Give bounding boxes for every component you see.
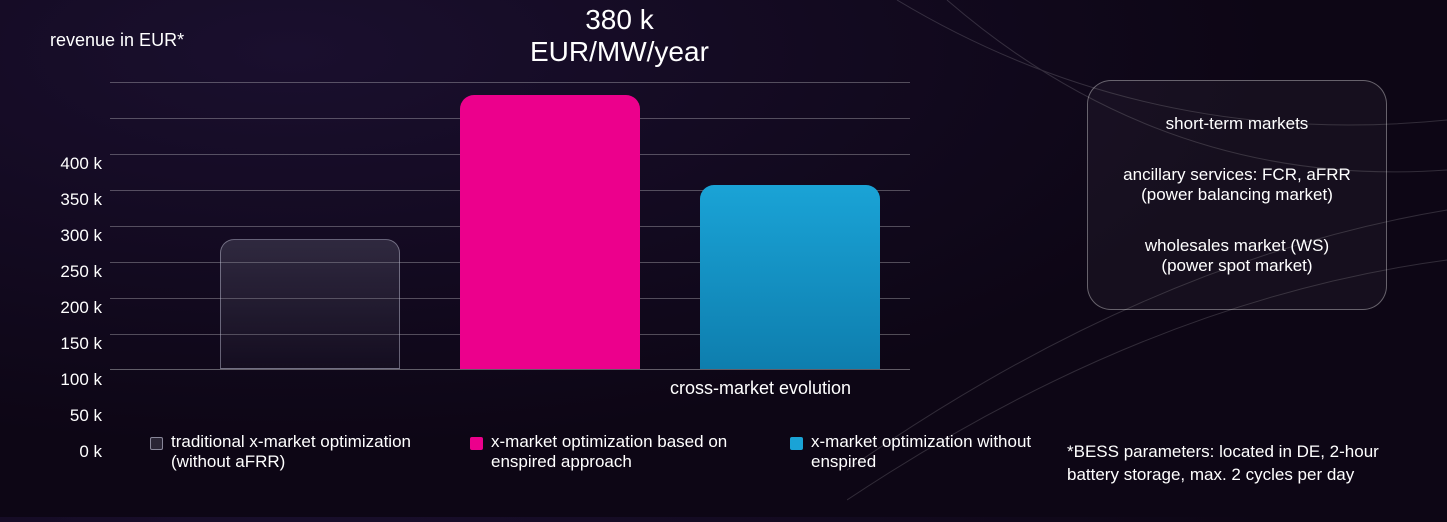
legend-item-2: x-market optimization without enspired bbox=[790, 432, 1060, 472]
callout-line2: EUR/MW/year bbox=[530, 36, 709, 68]
y-tick: 400 k bbox=[40, 154, 102, 174]
legend: traditional x-market optimization (witho… bbox=[150, 432, 1060, 472]
bar-2 bbox=[700, 185, 880, 369]
plot-area bbox=[110, 82, 910, 370]
legend-item-1: x-market optimization based on enspired … bbox=[470, 432, 740, 472]
info-panel: short-term markets ancillary services: FC… bbox=[1087, 80, 1387, 310]
y-axis-label: revenue in EUR* bbox=[50, 30, 184, 51]
callout-value: 380 k EUR/MW/year bbox=[530, 4, 709, 68]
y-tick: 350 k bbox=[40, 190, 102, 210]
y-tick: 250 k bbox=[40, 262, 102, 282]
y-tick: 150 k bbox=[40, 334, 102, 354]
grid-line bbox=[110, 82, 910, 83]
y-tick: 200 k bbox=[40, 298, 102, 318]
info-line-0: short-term markets bbox=[1108, 114, 1366, 134]
y-tick: 0 k bbox=[40, 442, 102, 462]
x-axis-label: cross-market evolution bbox=[670, 378, 851, 399]
info-line-1: ancillary services: FCR, aFRR (power bal… bbox=[1108, 165, 1366, 205]
legend-label: x-market optimization based on enspired … bbox=[491, 432, 740, 472]
legend-swatch bbox=[790, 437, 803, 450]
info-line-2: wholesales market (WS) (power spot marke… bbox=[1108, 236, 1366, 276]
legend-swatch bbox=[470, 437, 483, 450]
legend-swatch bbox=[150, 437, 163, 450]
footnote: *BESS parameters: located in DE, 2-hour … bbox=[1067, 441, 1397, 487]
y-tick: 50 k bbox=[40, 406, 102, 426]
y-tick: 100 k bbox=[40, 370, 102, 390]
legend-item-0: traditional x-market optimization (witho… bbox=[150, 432, 420, 472]
legend-label: traditional x-market optimization (witho… bbox=[171, 432, 420, 472]
bar-chart: 0 k50 k100 k150 k200 k250 k300 k350 k400… bbox=[40, 82, 910, 370]
callout-line1: 380 k bbox=[530, 4, 709, 36]
bar-0 bbox=[220, 239, 400, 369]
y-tick: 300 k bbox=[40, 226, 102, 246]
legend-label: x-market optimization without enspired bbox=[811, 432, 1060, 472]
bar-1 bbox=[460, 95, 640, 369]
